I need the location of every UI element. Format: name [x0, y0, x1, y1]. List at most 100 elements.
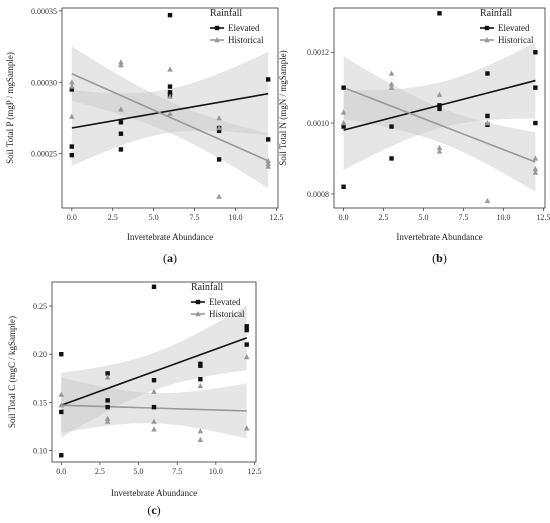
- y-axis-label: Soil Total P (mgP / mgSample): [5, 52, 15, 164]
- point-historical: [197, 436, 204, 443]
- x-tick-label: 0.0: [56, 467, 66, 476]
- point-elevated: [105, 371, 110, 376]
- point-historical: [197, 382, 204, 389]
- panel-b: 0.0 2.5 5.0 7.5 10.0 12.5 0.0008 0.0010 0.0012 In…: [278, 7, 550, 265]
- legend-marker: [214, 25, 220, 31]
- legend-entry: Elevated: [228, 23, 260, 33]
- point-historical: [436, 144, 443, 151]
- point-historical: [69, 79, 75, 85]
- point-elevated: [533, 85, 538, 90]
- x-tick-label: 12.5: [247, 467, 261, 476]
- point-elevated: [244, 342, 249, 347]
- point-elevated: [533, 120, 538, 126]
- point-elevated: [59, 453, 64, 458]
- panel-a: 0.0 2.5 5.0 7.5 10.0 12.5 0.00025 0.00030 0.0003…: [5, 7, 283, 265]
- point-historical: [216, 115, 222, 121]
- y-tick-label: 0.15: [33, 398, 47, 407]
- point-elevated: [216, 157, 222, 162]
- legend-marker: [484, 37, 490, 43]
- plot-frame: [51, 281, 257, 463]
- legend-marker: [195, 311, 201, 317]
- x-tick-label: 7.5: [458, 213, 468, 222]
- point-elevated: [437, 103, 442, 108]
- x-tick-label: 10.0: [496, 213, 510, 222]
- point-elevated: [265, 77, 271, 82]
- point-elevated: [341, 184, 346, 189]
- y-tick-label: 0.10: [33, 446, 47, 455]
- point-historical: [484, 120, 491, 126]
- point-elevated: [118, 131, 124, 136]
- legend-entry: Elevated: [209, 297, 241, 307]
- y-tick-label: 0.00035: [31, 7, 57, 16]
- point-historical: [167, 110, 173, 116]
- fit-line-historical: [71, 72, 269, 162]
- point-historical: [216, 193, 222, 199]
- legend: Rainfall Elevated Historical: [210, 8, 264, 45]
- point-elevated: [59, 351, 64, 357]
- point-elevated: [198, 377, 203, 382]
- plot-frame: [61, 7, 279, 209]
- legend-marker: [214, 37, 220, 43]
- x-tick-label: 2.5: [95, 467, 105, 476]
- point-historical: [118, 106, 124, 112]
- point-elevated: [105, 404, 110, 410]
- legend-title: Rainfall: [210, 8, 242, 19]
- point-elevated: [167, 12, 173, 18]
- point-elevated: [118, 120, 124, 125]
- point-elevated: [151, 284, 157, 290]
- y-tick-label: 0.0008: [307, 190, 329, 199]
- x-tick-label: 10.0: [209, 467, 223, 476]
- point-elevated: [118, 147, 124, 152]
- point-historical: [265, 163, 271, 169]
- point-historical: [243, 425, 250, 431]
- legend-entry: Historical: [209, 309, 245, 319]
- y-tick-label: 0.00025: [31, 150, 57, 159]
- legend: Rainfall Elevated Historical: [191, 282, 245, 319]
- point-historical: [532, 155, 539, 161]
- point-elevated: [59, 409, 64, 415]
- confidence-band-elevated: [71, 52, 269, 166]
- x-tick-label: 7.5: [172, 467, 182, 476]
- point-historical: [58, 402, 65, 408]
- x-tick-label: 5.0: [419, 213, 429, 222]
- y-tick-label: 0.0010: [307, 119, 329, 128]
- point-historical: [167, 93, 173, 99]
- point-historical: [151, 418, 157, 424]
- point-historical: [104, 418, 111, 424]
- x-tick-label: 5.0: [134, 467, 144, 476]
- point-historical: [388, 81, 395, 87]
- x-tick-label: 12.5: [536, 213, 550, 222]
- point-historical: [340, 109, 347, 115]
- y-tick-label: 0.0012: [307, 48, 329, 57]
- point-historical: [69, 83, 75, 89]
- point-historical: [388, 84, 395, 90]
- point-elevated: [216, 128, 222, 134]
- x-axis-label: Invertebrate Abundance: [111, 488, 197, 498]
- point-historical: [532, 166, 539, 172]
- point-elevated: [151, 377, 157, 383]
- point-historical: [243, 354, 250, 360]
- point-historical: [436, 91, 443, 97]
- legend-marker: [484, 25, 490, 31]
- legend-marker: [195, 299, 201, 305]
- point-historical: [532, 169, 539, 175]
- point-historical: [197, 428, 204, 434]
- legend-entry: Historical: [498, 35, 534, 45]
- point-elevated: [244, 327, 249, 333]
- point-historical: [104, 415, 111, 421]
- point-elevated: [485, 113, 490, 119]
- point-historical: [69, 113, 75, 119]
- legend-entry: Historical: [228, 35, 264, 45]
- x-tick-label: 7.5: [190, 213, 200, 222]
- point-historical: [265, 160, 271, 166]
- point-historical: [151, 388, 157, 394]
- point-historical: [436, 148, 443, 154]
- point-elevated: [69, 87, 75, 92]
- point-elevated: [389, 156, 394, 161]
- point-elevated: [198, 363, 203, 368]
- x-tick-label: 0.0: [339, 213, 349, 222]
- x-axis-label: Invertebrate Abundance: [396, 232, 482, 242]
- fit-line-elevated: [60, 337, 248, 406]
- point-elevated: [69, 144, 75, 149]
- y-axis-label: Soil Total N (mgN / mgSample): [278, 50, 288, 165]
